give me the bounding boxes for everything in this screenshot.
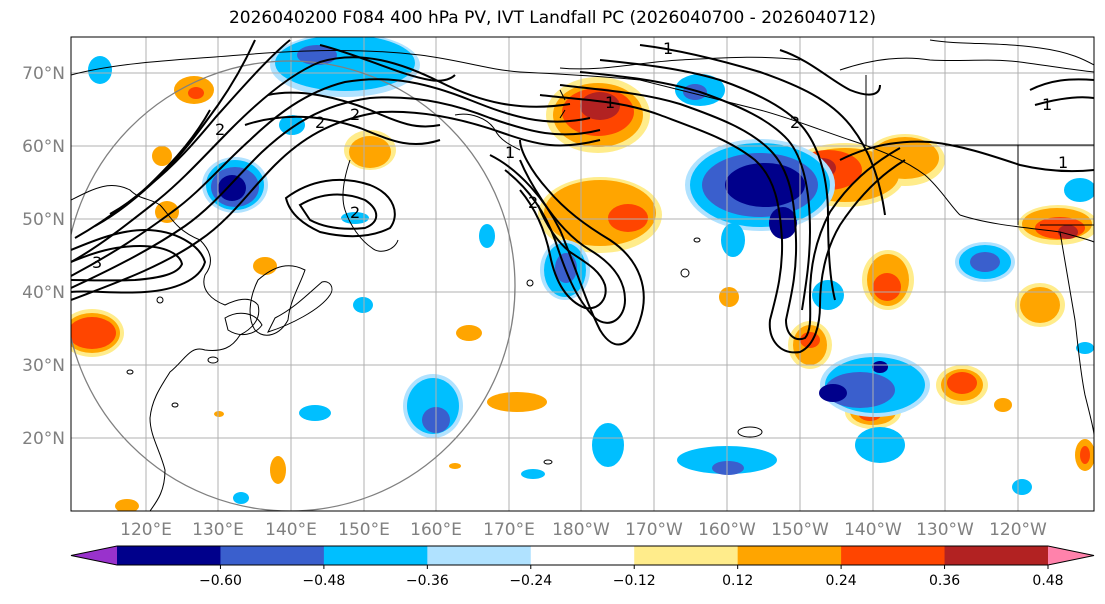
latitude-label: 40°N <box>22 283 65 303</box>
latitude-label: 70°N <box>22 64 65 84</box>
contour-label: 2 <box>315 113 325 132</box>
colorbar-swatch <box>117 546 221 565</box>
ivt-contours <box>71 39 1094 354</box>
colorbar-swatch <box>323 546 428 565</box>
longitude-label: 170°W <box>625 520 683 540</box>
contour-label: 2 <box>528 193 538 212</box>
contour-label: 3 <box>92 253 102 272</box>
longitude-label: 120°E <box>120 520 172 540</box>
colorbar-tick-label: 0.12 <box>722 573 753 589</box>
longitude-label: 150°W <box>771 520 829 540</box>
latitude-label: 30°N <box>22 356 65 376</box>
islands <box>126 237 763 465</box>
colorbar-tick-label: 0.24 <box>826 573 857 589</box>
latitude-labels: 70°N 60°N 50°N 40°N 30°N 20°N <box>22 64 65 449</box>
colorbar-extend-min <box>71 546 117 565</box>
colorbar-extend-max <box>1048 546 1094 565</box>
longitude-label: 120°W <box>989 520 1047 540</box>
colorbar-swatch <box>944 546 1049 565</box>
colorbar-swatch <box>427 546 532 565</box>
colorbar-outline <box>70 545 1095 566</box>
colorbar-swatch <box>737 546 842 565</box>
longitude-label: 150°E <box>338 520 390 540</box>
colorbar-tick-label: −0.36 <box>406 573 449 589</box>
contour-label: 1 <box>505 143 515 162</box>
longitude-label: 130°W <box>916 520 974 540</box>
colorbar-tick-label: −0.12 <box>613 573 656 589</box>
map-frame <box>70 36 1095 512</box>
longitude-label: 140°W <box>844 520 902 540</box>
colorbar-tick-label: 0.36 <box>929 573 960 589</box>
contour-label: 2 <box>350 203 360 222</box>
longitude-label: 140°E <box>265 520 317 540</box>
longitude-labels: 120°E 130°E 140°E 150°E 160°E 170°E 180°… <box>120 520 1047 540</box>
contour-label: 2 <box>215 120 225 139</box>
colorbar-tick-label: −0.24 <box>509 573 552 589</box>
longitude-label: 160°E <box>410 520 462 540</box>
contour-label: 1 <box>605 93 615 112</box>
colorbar-tick-label: −0.60 <box>199 573 242 589</box>
longitude-label: 130°E <box>192 520 244 540</box>
contour-label: 1 <box>1042 95 1052 114</box>
contour-label: 2 <box>350 105 360 124</box>
map-title: 2026040200 F084 400 hPa PV, IVT Landfall… <box>228 8 876 28</box>
coastlines <box>71 39 1094 511</box>
latitude-label: 50°N <box>22 210 65 230</box>
colorbar-swatch <box>530 546 635 565</box>
latitude-label: 60°N <box>22 137 65 157</box>
colorbar-swatch <box>220 546 325 565</box>
latitude-label: 20°N <box>22 429 65 449</box>
longitude-label: 160°W <box>698 520 756 540</box>
longitude-label: 170°E <box>483 520 535 540</box>
colorbar: −0.60 −0.48 −0.36 −0.24 −0.12 0.12 0.24 0.36 0.4… <box>70 545 1095 589</box>
region-circle <box>71 60 516 511</box>
contour-label: 1 <box>663 39 673 58</box>
colorbar-swatch <box>634 546 739 565</box>
longitude-label: 180°W <box>552 520 610 540</box>
contour-label: 2 <box>790 113 800 132</box>
colorbar-tick-label: 0.48 <box>1032 573 1063 589</box>
contour-label: 1 <box>1058 153 1068 172</box>
colorbar-swatch <box>841 546 946 565</box>
contour-label-group: 1 2 2 2 2 3 1 1 1 1 2 2 <box>92 39 1068 272</box>
map-panel: 1 2 2 2 2 3 1 1 1 1 2 2 <box>71 37 1094 511</box>
colorbar-tick-label: −0.48 <box>302 573 345 589</box>
